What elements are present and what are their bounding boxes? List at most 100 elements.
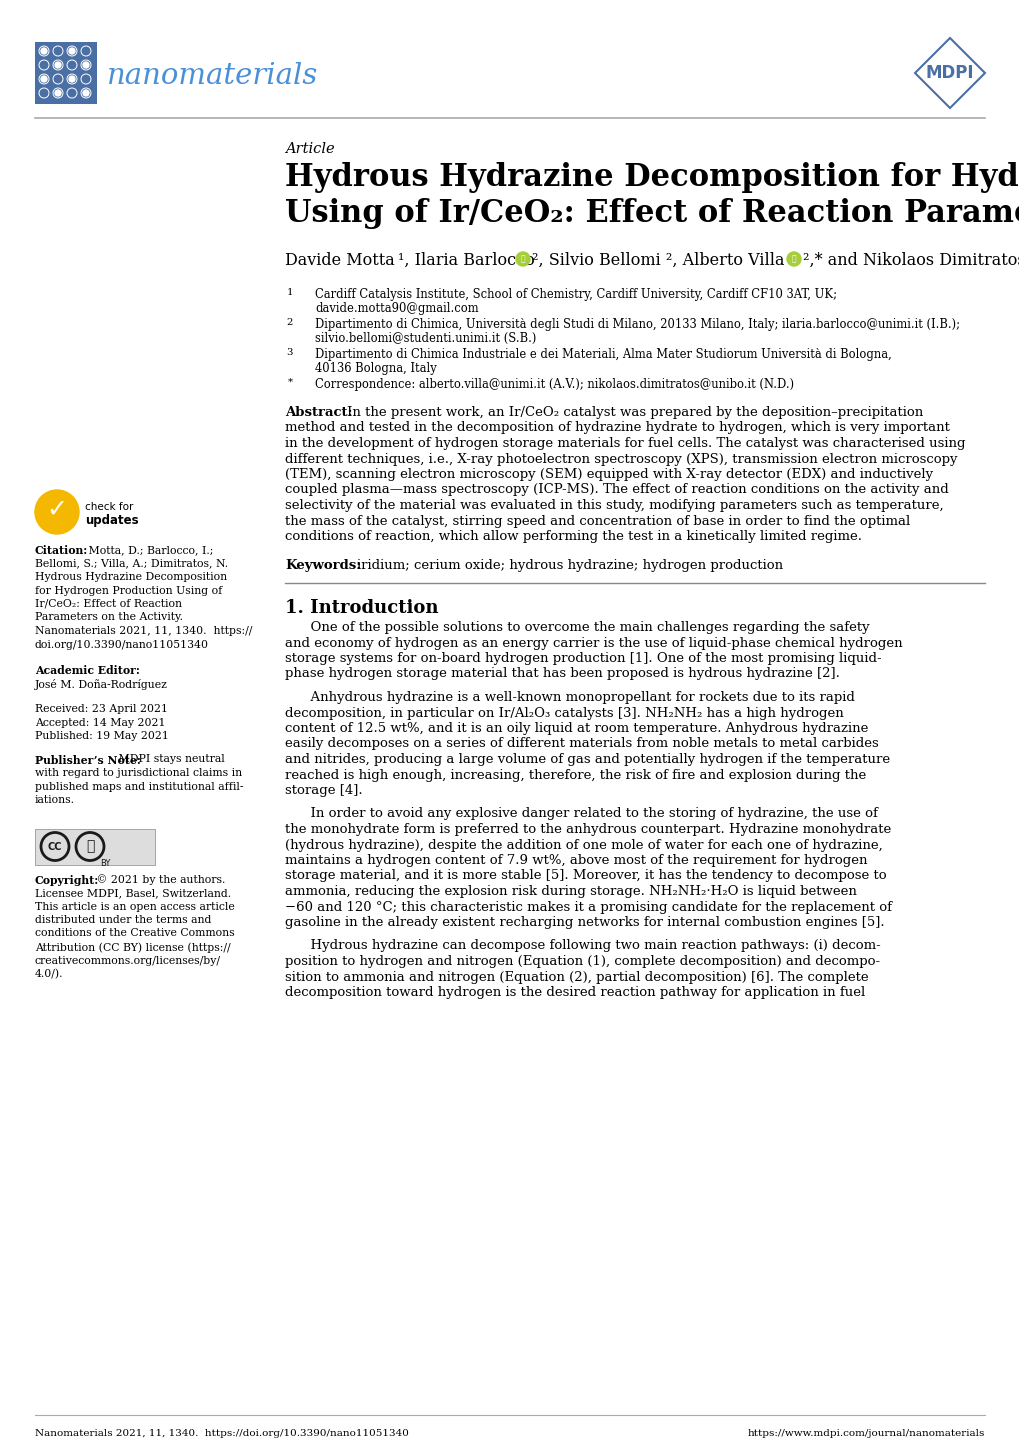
Text: © 2021 by the authors.: © 2021 by the authors. [93, 874, 225, 885]
Text: 2: 2 [286, 319, 292, 327]
Text: selectivity of the material was evaluated in this study, modifying parameters su: selectivity of the material was evaluate… [284, 499, 943, 512]
Text: Academic Editor:: Academic Editor: [35, 665, 140, 676]
Text: Copyright:: Copyright: [35, 874, 99, 885]
Text: ²,* and Nikolaos Dimitratos: ²,* and Nikolaos Dimitratos [802, 252, 1019, 270]
Circle shape [787, 252, 800, 265]
Text: MDPI: MDPI [925, 63, 973, 82]
Text: *: * [287, 378, 292, 386]
Circle shape [516, 252, 530, 265]
Text: Dipartimento di Chimica, Università degli Studi di Milano, 20133 Milano, Italy; : Dipartimento di Chimica, Università degl… [315, 319, 959, 332]
Text: coupled plasma—mass spectroscopy (ICP-MS). The effect of reaction conditions on : coupled plasma—mass spectroscopy (ICP-MS… [284, 483, 948, 496]
Text: Citation:: Citation: [35, 545, 89, 557]
Text: storage [4].: storage [4]. [284, 784, 363, 797]
Text: https://www.mdpi.com/journal/nanomaterials: https://www.mdpi.com/journal/nanomateria… [747, 1429, 984, 1438]
Text: Keywords:: Keywords: [284, 559, 361, 572]
Text: and nitrides, producing a large volume of gas and potentially hydrogen if the te: and nitrides, producing a large volume o… [284, 753, 890, 766]
Text: decomposition toward hydrogen is the desired reaction pathway for application in: decomposition toward hydrogen is the des… [284, 986, 864, 999]
Text: different techniques, i.e., X-ray photoelectron spectroscopy (XPS), transmission: different techniques, i.e., X-ray photoe… [284, 453, 957, 466]
Text: ammonia, reducing the explosion risk during storage. NH₂NH₂·H₂O is liquid betwee: ammonia, reducing the explosion risk dur… [284, 885, 856, 898]
Text: Ir/CeO₂: Effect of Reaction: Ir/CeO₂: Effect of Reaction [35, 598, 181, 609]
Text: sition to ammonia and nitrogen (Equation (2), partial decomposition) [6]. The co: sition to ammonia and nitrogen (Equation… [284, 970, 868, 983]
Text: In the present work, an Ir/CeO₂ catalyst was prepared by the deposition–precipit: In the present work, an Ir/CeO₂ catalyst… [346, 407, 922, 420]
Text: Nanomaterials 2021, 11, 1340.  https://doi.org/10.3390/nano11051340: Nanomaterials 2021, 11, 1340. https://do… [35, 1429, 409, 1438]
Text: Dipartimento di Chimica Industriale e dei Materiali, Alma Mater Studiorum Univer: Dipartimento di Chimica Industriale e de… [315, 348, 891, 360]
Text: phase hydrogen storage material that has been proposed is hydrous hydrazine [2].: phase hydrogen storage material that has… [284, 668, 839, 681]
Text: maintains a hydrogen content of 7.9 wt%, above most of the requirement for hydro: maintains a hydrogen content of 7.9 wt%,… [284, 854, 866, 867]
Text: Correspondence: alberto.villa@unimi.it (A.V.); nikolaos.dimitratos@unibo.it (N.D: Correspondence: alberto.villa@unimi.it (… [315, 378, 794, 391]
Text: (hydrous hydrazine), despite the addition of one mole of water for each one of h: (hydrous hydrazine), despite the additio… [284, 838, 881, 851]
Text: ⓘ: ⓘ [791, 254, 796, 264]
Text: 1. Introduction: 1. Introduction [284, 598, 438, 617]
Text: Davide Motta: Davide Motta [284, 252, 399, 270]
Text: the monohydrate form is preferred to the anhydrous counterpart. Hydrazine monohy: the monohydrate form is preferred to the… [284, 823, 891, 836]
Text: iridium; cerium oxide; hydrous hydrazine; hydrogen production: iridium; cerium oxide; hydrous hydrazine… [357, 559, 783, 572]
Text: ⓑ: ⓑ [86, 839, 94, 854]
Text: ¹, Ilaria Barlocco: ¹, Ilaria Barlocco [397, 252, 539, 270]
Text: 4.0/).: 4.0/). [35, 969, 63, 979]
Text: This article is an open access article: This article is an open access article [35, 901, 234, 911]
Text: silvio.bellomi@studenti.unimi.it (S.B.): silvio.bellomi@studenti.unimi.it (S.B.) [315, 332, 536, 345]
Text: storage systems for on-board hydrogen production [1]. One of the most promising : storage systems for on-board hydrogen pr… [284, 652, 880, 665]
Text: ✓: ✓ [47, 497, 67, 522]
Text: 40136 Bologna, Italy: 40136 Bologna, Italy [315, 362, 436, 375]
Text: in the development of hydrogen storage materials for fuel cells. The catalyst wa: in the development of hydrogen storage m… [284, 437, 965, 450]
Text: Publisher’s Note:: Publisher’s Note: [35, 754, 141, 766]
Text: 3: 3 [286, 348, 293, 358]
Text: with regard to jurisdictional claims in: with regard to jurisdictional claims in [35, 769, 242, 779]
Text: CC: CC [48, 842, 62, 851]
Text: easily decomposes on a series of different materials from noble metals to metal : easily decomposes on a series of differe… [284, 737, 878, 750]
Text: Using of Ir/CeO₂: Effect of Reaction Parameters on the Activity: Using of Ir/CeO₂: Effect of Reaction Par… [284, 198, 1019, 229]
Circle shape [69, 48, 75, 53]
Text: Motta, D.; Barlocco, I.;: Motta, D.; Barlocco, I.; [85, 545, 213, 555]
Text: content of 12.5 wt%, and it is an oily liquid at room temperature. Anhydrous hyd: content of 12.5 wt%, and it is an oily l… [284, 722, 867, 735]
Text: Bellomi, S.; Villa, A.; Dimitratos, N.: Bellomi, S.; Villa, A.; Dimitratos, N. [35, 558, 228, 568]
Text: BY: BY [100, 858, 110, 868]
Text: Cardiff Catalysis Institute, School of Chemistry, Cardiff University, Cardiff CF: Cardiff Catalysis Institute, School of C… [315, 288, 837, 301]
Text: In order to avoid any explosive danger related to the storing of hydrazine, the : In order to avoid any explosive danger r… [284, 808, 877, 820]
Text: One of the possible solutions to overcome the main challenges regarding the safe: One of the possible solutions to overcom… [284, 622, 869, 634]
Text: Article: Article [284, 141, 334, 156]
Text: published maps and institutional affil-: published maps and institutional affil- [35, 782, 244, 792]
Text: doi.org/10.3390/nano11051340: doi.org/10.3390/nano11051340 [35, 639, 209, 649]
Text: distributed under the terms and: distributed under the terms and [35, 916, 211, 924]
Text: Licensee MDPI, Basel, Switzerland.: Licensee MDPI, Basel, Switzerland. [35, 888, 231, 898]
Text: 1: 1 [286, 288, 293, 297]
Circle shape [55, 89, 61, 97]
Text: iations.: iations. [35, 795, 75, 805]
Text: method and tested in the decomposition of hydrazine hydrate to hydrogen, which i: method and tested in the decomposition o… [284, 421, 949, 434]
Text: reached is high enough, increasing, therefore, the risk of fire and explosion du: reached is high enough, increasing, ther… [284, 769, 865, 782]
Bar [35, 42, 97, 104]
Text: Attribution (CC BY) license (https://: Attribution (CC BY) license (https:// [35, 942, 230, 953]
Circle shape [83, 62, 89, 68]
Text: Published: 19 May 2021: Published: 19 May 2021 [35, 731, 169, 741]
Text: and economy of hydrogen as an energy carrier is the use of liquid-phase chemical: and economy of hydrogen as an energy car… [284, 636, 902, 649]
Bar [35, 829, 155, 865]
Text: Hydrous Hydrazine Decomposition: Hydrous Hydrazine Decomposition [35, 572, 227, 583]
Text: José M. Doña-Rodríguez: José M. Doña-Rodríguez [35, 679, 168, 689]
Circle shape [35, 490, 78, 534]
Text: check for: check for [85, 502, 133, 512]
Text: ², Silvio Bellomi ², Alberto Villa: ², Silvio Bellomi ², Alberto Villa [532, 252, 789, 270]
Text: Parameters on the Activity.: Parameters on the Activity. [35, 613, 182, 623]
Text: Anhydrous hydrazine is a well-known monopropellant for rockets due to its rapid: Anhydrous hydrazine is a well-known mono… [284, 691, 854, 704]
Text: updates: updates [85, 513, 139, 526]
Text: Accepted: 14 May 2021: Accepted: 14 May 2021 [35, 718, 165, 728]
Text: conditions of the Creative Commons: conditions of the Creative Commons [35, 929, 234, 939]
Text: the mass of the catalyst, stirring speed and concentration of base in order to f: the mass of the catalyst, stirring speed… [284, 515, 909, 528]
Text: davide.motta90@gmail.com: davide.motta90@gmail.com [315, 301, 478, 314]
Text: conditions of reaction, which allow performing the test in a kinetically limited: conditions of reaction, which allow perf… [284, 531, 861, 544]
Circle shape [69, 76, 75, 82]
Text: storage material, and it is more stable [5]. Moreover, it has the tendency to de: storage material, and it is more stable … [284, 870, 886, 883]
Text: Hydrous Hydrazine Decomposition for Hydrogen Production: Hydrous Hydrazine Decomposition for Hydr… [284, 162, 1019, 193]
Text: nanomaterials: nanomaterials [107, 62, 318, 89]
Text: decomposition, in particular on Ir/Al₂O₃ catalysts [3]. NH₂NH₂ has a high hydrog: decomposition, in particular on Ir/Al₂O₃… [284, 707, 843, 720]
Text: −60 and 120 °C; this characteristic makes it a promising candidate for the repla: −60 and 120 °C; this characteristic make… [284, 900, 892, 913]
Circle shape [55, 62, 61, 68]
Text: (TEM), scanning electron microscopy (SEM) equipped with X-ray detector (EDX) and: (TEM), scanning electron microscopy (SEM… [284, 469, 932, 482]
Circle shape [41, 76, 47, 82]
Text: Abstract:: Abstract: [284, 407, 353, 420]
Text: MDPI stays neutral: MDPI stays neutral [115, 754, 224, 764]
Text: position to hydrogen and nitrogen (Equation (1), complete decomposition) and dec: position to hydrogen and nitrogen (Equat… [284, 955, 879, 968]
Text: Hydrous hydrazine can decompose following two main reaction pathways: (i) decom-: Hydrous hydrazine can decompose followin… [284, 940, 879, 953]
Text: Nanomaterials 2021, 11, 1340.  https://: Nanomaterials 2021, 11, 1340. https:// [35, 626, 252, 636]
